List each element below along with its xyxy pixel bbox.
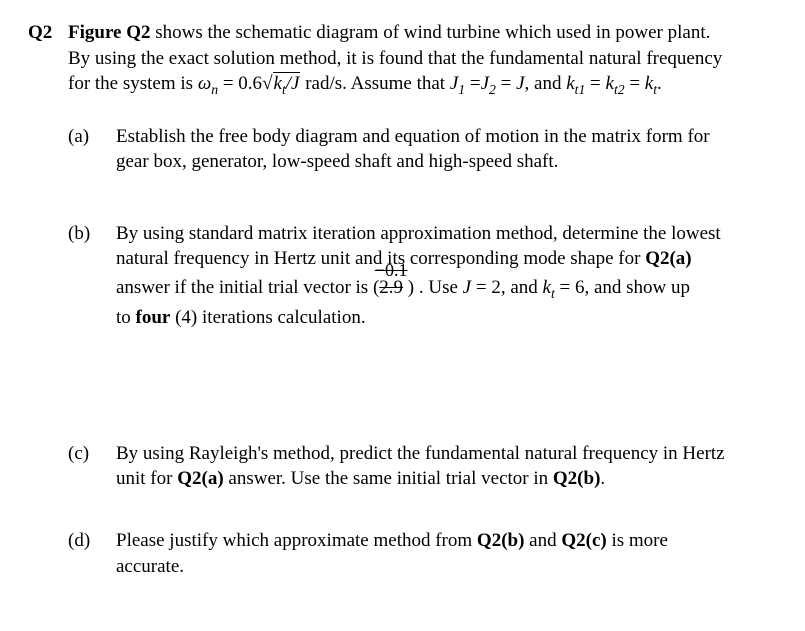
part-c-l1: By using Rayleigh's method, predict the … xyxy=(116,443,725,464)
part-c-l2a: unit for xyxy=(116,468,177,489)
vec-top: −0.1 xyxy=(375,261,408,279)
eq-j: = xyxy=(465,73,480,94)
part-a-label: (a) xyxy=(68,124,116,150)
kt2-sub: t2 xyxy=(614,82,625,97)
part-d-l1b: Q2(b) xyxy=(477,530,525,551)
eq-mid: = 0.6 xyxy=(218,73,262,94)
rad-k: k xyxy=(274,73,282,94)
part-b-l3b: . Use xyxy=(414,277,463,298)
part-b-l3d: = 6, and show up xyxy=(555,277,690,298)
part-d-l1d: Q2(c) xyxy=(561,530,606,551)
intro-text-3a: for the system is xyxy=(68,73,198,94)
tail-and: , and xyxy=(525,73,567,94)
ktf: k xyxy=(645,73,653,94)
part-d-l2: accurate. xyxy=(116,556,184,577)
part-b-l4b: four xyxy=(136,307,171,328)
question-intro: Figure Q2 shows the schematic diagram of… xyxy=(68,20,722,100)
j2: J xyxy=(481,73,489,94)
part-b-l3a: answer if the initial trial vector is xyxy=(116,277,373,298)
part-c-l2e: . xyxy=(600,468,605,489)
part-b-l1: By using standard matrix iteration appro… xyxy=(116,223,721,244)
part-b-l4a: to xyxy=(116,307,136,328)
part-d-l1a: Please justify which approximate method … xyxy=(116,530,477,551)
part-a-body: Establish the free body diagram and equa… xyxy=(116,124,777,175)
part-d: (d) Please justify which approximate met… xyxy=(28,528,777,579)
part-b-label: (b) xyxy=(68,221,116,247)
jv: J xyxy=(516,73,524,94)
part-c-label: (c) xyxy=(68,441,116,467)
intro-text-1: shows the schematic diagram of wind turb… xyxy=(151,22,711,43)
kt-eq: k xyxy=(543,277,551,298)
part-c-l2b: Q2(a) xyxy=(177,468,223,489)
vec-bot: 2.9 xyxy=(379,277,403,298)
part-d-label: (d) xyxy=(68,528,116,554)
part-c-l2c: answer. Use the same initial trial vecto… xyxy=(224,468,553,489)
part-c-body: By using Rayleigh's method, predict the … xyxy=(116,441,777,492)
part-d-l1c: and xyxy=(524,530,561,551)
j2-sub: 2 xyxy=(489,82,496,97)
part-d-body: Please justify which approximate method … xyxy=(116,528,777,579)
part-b-l4c: (4) iterations calculation. xyxy=(170,307,365,328)
kt1-sub: t1 xyxy=(575,82,586,97)
period: . xyxy=(657,73,662,94)
part-b-l3c: = 2, and xyxy=(471,277,542,298)
part-a: (a) Establish the free body diagram and … xyxy=(28,124,777,175)
part-c: (c) By using Rayleigh's method, predict … xyxy=(28,441,777,492)
part-b-l2b: Q2(a) xyxy=(645,248,691,269)
rad-j: /J xyxy=(286,73,300,94)
question-header: Q2 Figure Q2 shows the schematic diagram… xyxy=(28,20,777,100)
part-b: (b) By using standard matrix iteration a… xyxy=(28,221,777,331)
part-d-l1e: is more xyxy=(607,530,668,551)
j-eq: J xyxy=(463,277,471,298)
part-a-l1: Establish the free body diagram and equa… xyxy=(116,126,710,147)
part-c-l2d: Q2(b) xyxy=(553,468,601,489)
eq-j2: = xyxy=(496,73,516,94)
eq-k: = xyxy=(585,73,605,94)
eq-tail: rad/s. Assume that xyxy=(300,73,449,94)
kt1: k xyxy=(566,73,574,94)
j1: J xyxy=(450,73,458,94)
question-number: Q2 xyxy=(28,20,68,46)
figure-ref: Figure Q2 xyxy=(68,22,151,43)
kt2: k xyxy=(606,73,614,94)
eq-k2: = xyxy=(625,73,645,94)
part-b-body: By using standard matrix iteration appro… xyxy=(116,221,777,331)
part-a-l2: gear box, generator, low-speed shaft and… xyxy=(116,151,558,172)
omega-symbol: ω xyxy=(198,73,211,94)
vector-expr: −0.12.9 xyxy=(379,278,403,297)
sqrt-expr: kt/J xyxy=(262,71,300,99)
intro-text-2: By using the exact solution method, it i… xyxy=(68,48,722,69)
